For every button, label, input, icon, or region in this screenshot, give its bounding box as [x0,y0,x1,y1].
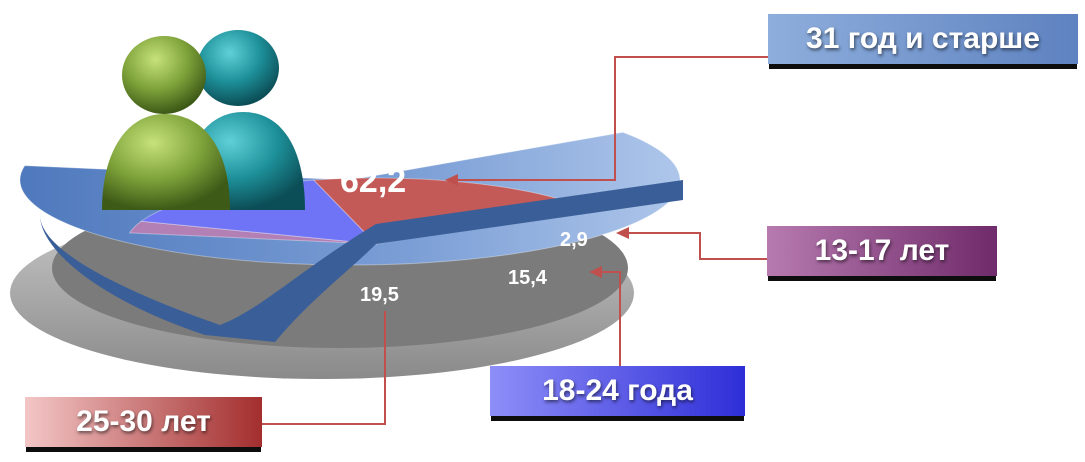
value-label-18-24: 15,4 [508,267,548,289]
slice-depth-31-plus [40,180,683,342]
legend-callout-25-30: 25-30 лет [25,397,262,447]
arrow-18-24 [589,266,602,278]
slice-13-17 [128,220,377,245]
leader-25-30 [262,311,386,425]
value-label-31-plus: 62,2 [340,162,406,200]
leader-18-24 [597,271,621,367]
users-icon [102,30,305,210]
arrow-13-17 [616,227,629,239]
value-label-25-30: 19,5 [360,284,399,306]
legend-callout-13-17: 13-17 лет [767,226,997,276]
legend-callout-18-24: 18-24 года [490,366,745,416]
value-label-13-17: 2,9 [560,229,588,251]
leader-13-17 [625,232,768,260]
arrow-31-plus [445,174,458,186]
leader-31-plus [455,56,770,181]
legend-callout-31-plus: 31 год и старше [768,14,1078,64]
